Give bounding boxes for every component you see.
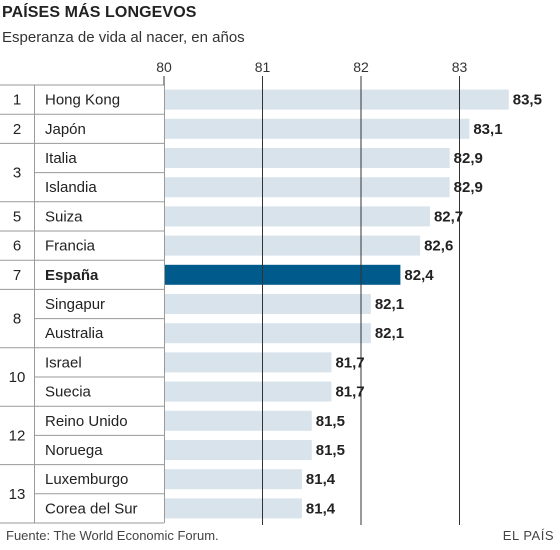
value-label: 81,7 xyxy=(335,384,364,401)
rank-label: 12 xyxy=(9,427,26,444)
value-label: 82,7 xyxy=(434,208,463,225)
value-label: 82,6 xyxy=(424,238,453,255)
value-label: 82,9 xyxy=(454,150,483,167)
country-label: Italia xyxy=(45,150,77,167)
country-label: Israel xyxy=(45,354,82,371)
country-label: Corea del Sur xyxy=(45,500,138,517)
bar-suiza xyxy=(165,206,430,227)
brand-logo-text: EL PAÍS xyxy=(502,528,554,543)
value-label: 83,1 xyxy=(473,121,502,138)
rank-label: 5 xyxy=(13,208,21,225)
chart-subtitle: Esperanza de vida al nacer, en años xyxy=(2,29,245,46)
rank-label: 8 xyxy=(13,311,21,328)
value-label: 82,4 xyxy=(404,267,434,284)
bar-japón xyxy=(165,118,470,139)
country-label: Singapur xyxy=(45,296,105,313)
bar-francia xyxy=(165,235,421,256)
bar-islandia xyxy=(165,177,450,198)
country-label: Hong Kong xyxy=(45,92,120,109)
bar-noruega xyxy=(165,440,312,460)
bar-suecia xyxy=(165,381,332,402)
value-label: 82,1 xyxy=(375,296,404,313)
country-label: Japón xyxy=(45,121,86,138)
rank-label: 3 xyxy=(13,165,21,182)
tick-label: 82 xyxy=(353,59,369,75)
value-label: 81,4 xyxy=(306,500,336,517)
rank-label: 7 xyxy=(13,267,21,284)
country-label: Suecia xyxy=(45,384,92,401)
rank-label: 1 xyxy=(13,92,21,109)
tick-label: 81 xyxy=(255,59,271,75)
value-label: 83,5 xyxy=(513,92,542,109)
country-label: Islandia xyxy=(45,179,97,196)
bar-luxemburgo xyxy=(165,469,302,490)
bar-australia xyxy=(165,323,371,344)
bar-corea-del-sur xyxy=(165,498,302,519)
bar-hong-kong xyxy=(165,89,509,110)
rank-label: 2 xyxy=(13,121,21,138)
tick-label: 80 xyxy=(156,59,172,75)
rank-label: 6 xyxy=(13,238,21,255)
value-label: 82,1 xyxy=(375,325,404,342)
chart-title: PAÍSES MÁS LONGEVOS xyxy=(2,4,197,21)
rank-label: 10 xyxy=(9,369,26,386)
bar-israel xyxy=(165,352,332,373)
country-label: Australia xyxy=(45,325,104,342)
tick-label: 83 xyxy=(452,59,468,75)
country-label: España xyxy=(45,267,99,284)
source-note: Fuente: The World Economic Forum. xyxy=(6,528,219,543)
bar-españa xyxy=(165,264,401,285)
country-label: Noruega xyxy=(45,442,103,459)
bar-singapur xyxy=(165,294,371,314)
country-label: Francia xyxy=(45,238,96,255)
bar-italia xyxy=(165,148,450,168)
country-label: Luxemburgo xyxy=(45,471,128,488)
value-label: 81,5 xyxy=(316,442,345,459)
value-label: 81,5 xyxy=(316,413,345,430)
value-label: 81,4 xyxy=(306,471,336,488)
value-label: 82,9 xyxy=(454,179,483,196)
bar-reino-unido xyxy=(165,410,312,431)
country-label: Reino Unido xyxy=(45,413,128,430)
value-label: 81,7 xyxy=(335,354,364,371)
rank-label: 13 xyxy=(9,486,26,503)
country-label: Suiza xyxy=(45,208,83,225)
